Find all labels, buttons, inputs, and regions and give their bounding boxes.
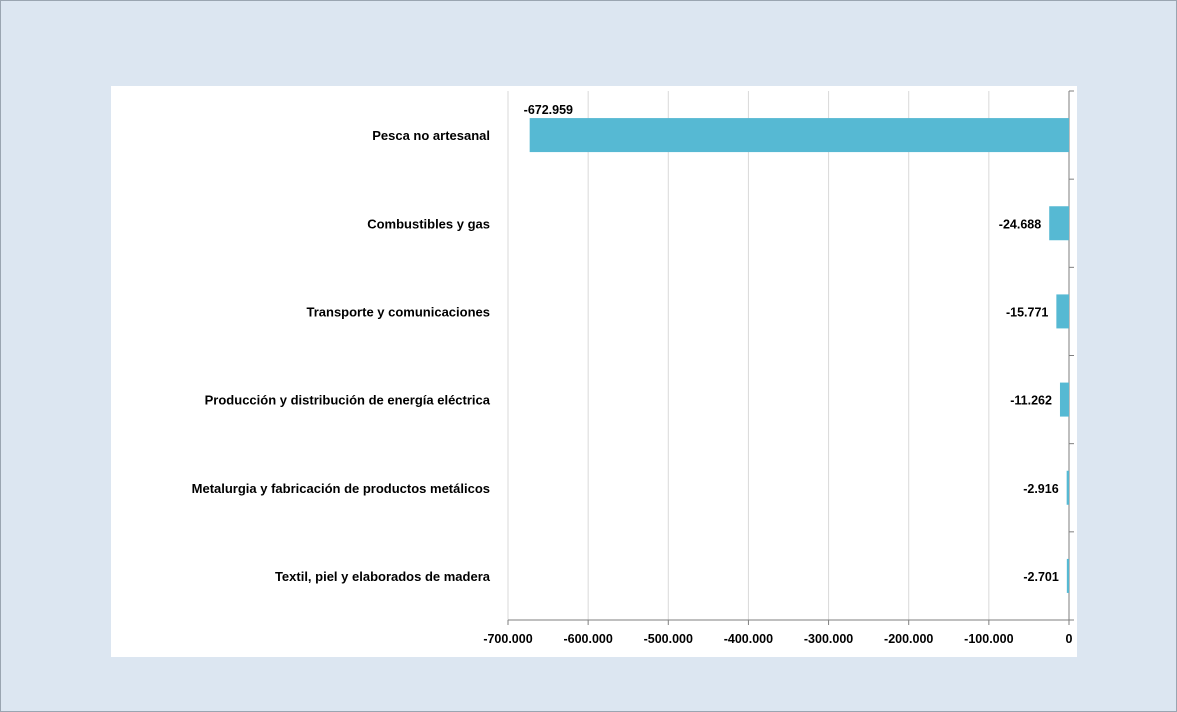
x-tick-label: -100.000 <box>964 632 1013 646</box>
axes <box>507 90 1074 625</box>
bar <box>1066 470 1069 505</box>
category-label: Transporte y comunicaciones <box>306 304 490 319</box>
category-label: Pesca no artesanal <box>372 128 490 143</box>
data-label: -672.959 <box>524 103 573 117</box>
chart-panel: -700.000 -600.000 -500.000 -400.000 -300.000… <box>111 86 1077 657</box>
category-label: Textil, piel y elaborados de madera <box>275 569 491 584</box>
x-tick-label: -300.000 <box>804 632 853 646</box>
x-tick-label: -600.000 <box>563 632 612 646</box>
data-label: -11.262 <box>1010 394 1052 408</box>
grid-lines <box>507 91 990 620</box>
data-label: -15.771 <box>1006 305 1048 319</box>
x-tick-label: -500.000 <box>644 632 693 646</box>
bar <box>529 118 1069 153</box>
bar <box>1056 294 1069 329</box>
x-tick-label: -400.000 <box>724 632 773 646</box>
data-label: -2.916 <box>1023 482 1058 496</box>
category-label: Combustibles y gas <box>367 216 490 231</box>
category-label: Producción y distribución de energía elé… <box>205 393 491 408</box>
data-label: -24.688 <box>999 217 1041 231</box>
category-label: Metalurgia y fabricación de productos me… <box>192 481 490 496</box>
bars <box>529 118 1069 593</box>
bar <box>1066 558 1069 593</box>
bar <box>1059 382 1069 417</box>
data-label: -2.701 <box>1023 570 1058 584</box>
labels: -700.000 -600.000 -500.000 -400.000 -300.000… <box>192 103 1073 646</box>
bar <box>1049 206 1069 241</box>
x-tick-label: -200.000 <box>884 632 933 646</box>
x-tick-label: 0 <box>1066 632 1073 646</box>
bar-chart: -700.000 -600.000 -500.000 -400.000 -300.000… <box>192 90 1074 646</box>
x-tick-label: -700.000 <box>483 632 532 646</box>
